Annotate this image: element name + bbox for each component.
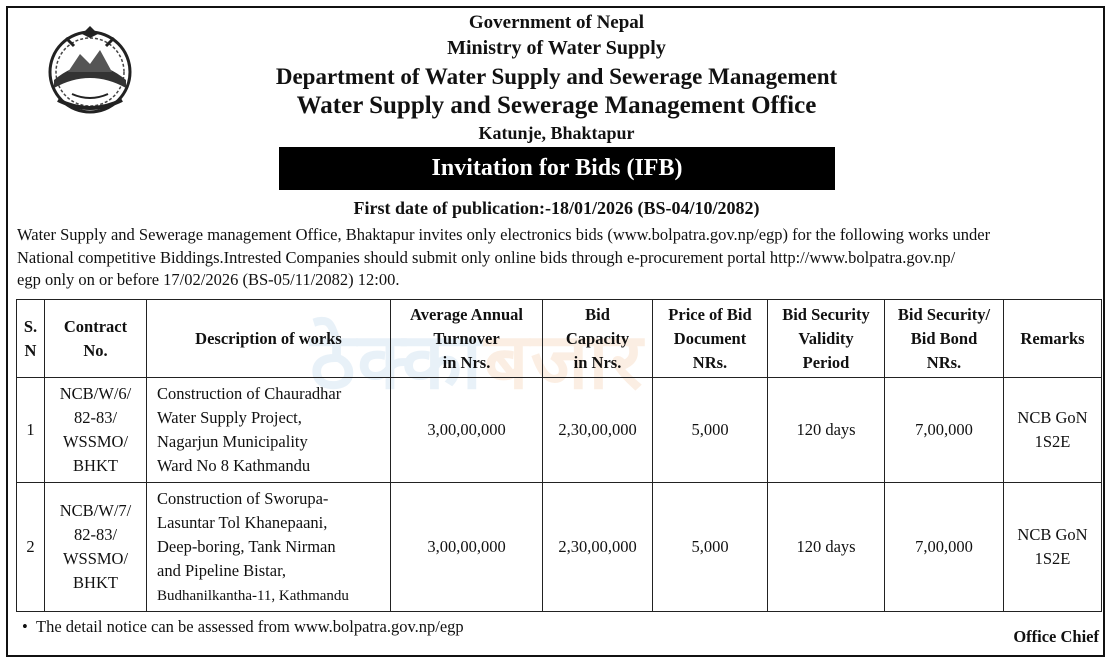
header-government: Government of Nepal — [468, 12, 645, 33]
col-header-price: Price of Bid Document NRs. — [652, 299, 768, 378]
cell-remarks: NCB GoN 1S2E — [1003, 482, 1102, 612]
cell-remarks: NCB GoN 1S2E — [1003, 377, 1102, 483]
signature: Office Chief — [1013, 627, 1099, 646]
bids-table: S. N Contract No. Description of works Ave… — [16, 299, 1102, 612]
header-department: Department of Water Supply and Sewerage … — [275, 64, 838, 89]
cell-validity: 120 days — [767, 482, 885, 612]
cell-description: Construction of Chauradhar Water Supply P… — [146, 377, 391, 483]
intro-paragraph: Water Supply and Sewerage management Off… — [17, 224, 1103, 292]
cell-validity: 120 days — [767, 377, 885, 483]
cell-capacity: 2,30,00,000 — [542, 377, 653, 483]
table-header-row: S. N Contract No. Description of works Ave… — [16, 299, 1102, 378]
header-office: Water Supply and Sewerage Management Off… — [296, 92, 817, 119]
cell-capacity: 2,30,00,000 — [542, 482, 653, 612]
table-row: 2 NCB/W/7/82-83/WSSMO/BHKT Construction … — [16, 482, 1102, 612]
footer-note: • The detail notice can be assessed from… — [22, 617, 464, 637]
table-row: 1 NCB/W/6/82-83/WSSMO/BHKT Construction … — [16, 377, 1102, 483]
cell-sn: 1 — [16, 377, 45, 483]
cell-price: 5,000 — [652, 482, 768, 612]
nepal-emblem-icon — [48, 26, 132, 114]
col-header-description: Description of works — [146, 299, 391, 378]
bullet-icon: • — [22, 617, 37, 636]
cell-turnover: 3,00,00,000 — [390, 377, 543, 483]
header-ministry: Ministry of Water Supply — [447, 37, 666, 59]
col-header-remarks: Remarks — [1003, 299, 1102, 378]
ifb-banner: Invitation for Bids (IFB) — [279, 147, 835, 190]
col-header-security: Bid Security/Bid Bond NRs. — [884, 299, 1004, 378]
intro-line: egp only on or before 17/02/2026 (BS-05/… — [17, 270, 400, 289]
cell-price: 5,000 — [652, 377, 768, 483]
header-location: Katunje, Bhaktapur — [478, 123, 635, 143]
col-header-capacity: Bid Capacity in Nrs. — [542, 299, 653, 378]
col-header-contract: Contract No. — [44, 299, 147, 378]
cell-sn: 2 — [16, 482, 45, 612]
intro-line: Water Supply and Sewerage management Off… — [17, 225, 991, 244]
col-header-turnover: Average Annual Turnover in Nrs. — [390, 299, 543, 378]
cell-turnover: 3,00,00,000 — [390, 482, 543, 612]
cell-security: 7,00,000 — [884, 377, 1004, 483]
cell-contract: NCB/W/6/82-83/WSSMO/BHKT — [44, 377, 147, 483]
intro-line: National competitive Biddings.Intrested … — [17, 247, 956, 267]
cell-security: 7,00,000 — [884, 482, 1004, 612]
publication-date: First date of publication:-18/01/2026 (B… — [353, 198, 760, 218]
notice-frame — [6, 6, 1105, 657]
col-header-validity: Bid Security Validity Period — [767, 299, 885, 378]
col-header-sn: S. N — [16, 299, 45, 378]
cell-contract: NCB/W/7/82-83/WSSMO/BHKT — [44, 482, 147, 612]
footer-note-text: The detail notice can be assessed from w… — [36, 617, 464, 636]
cell-description: Construction of Sworupa- Lasuntar Tol Kha… — [146, 482, 391, 612]
